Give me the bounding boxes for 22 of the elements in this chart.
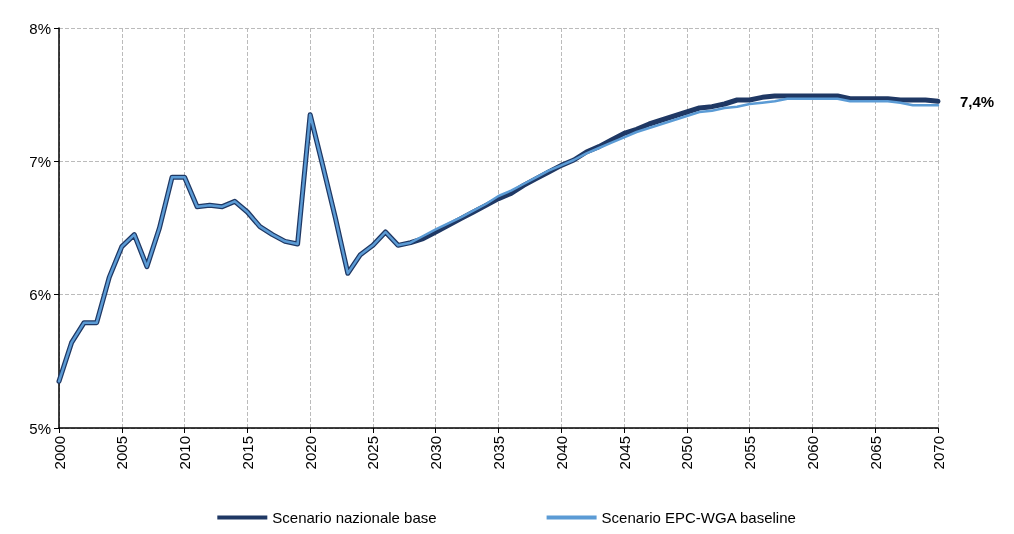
x-tick-label: 2005 — [113, 436, 131, 470]
x-tick-label: 2000 — [50, 436, 68, 470]
x-tick-label: 2065 — [866, 436, 884, 470]
x-tick-label: 2035 — [490, 436, 507, 470]
x-tick-label: 2060 — [803, 436, 821, 470]
x-tick-label: 2045 — [615, 436, 633, 470]
y-tick-label: 8% — [29, 19, 51, 37]
y-tick-label: 5% — [29, 419, 51, 437]
x-tick-label: 2025 — [364, 436, 382, 470]
x-tick-label: 2020 — [301, 436, 319, 470]
x-tick-label: 2030 — [427, 436, 445, 470]
x-tick-label: 2055 — [741, 436, 759, 470]
y-tick-label: 6% — [29, 286, 51, 304]
y-tick-label: 7% — [29, 152, 51, 170]
legend-label: Scenario EPC-WGA baseline — [601, 509, 796, 526]
x-tick-label: 2050 — [678, 436, 696, 470]
legend-label: Scenario nazionale base — [272, 509, 437, 526]
x-tick-label: 2070 — [929, 436, 947, 470]
x-tick-label: 2040 — [552, 436, 570, 470]
x-tick-label: 2015 — [238, 436, 256, 470]
x-tick-label: 2010 — [176, 436, 194, 470]
annotation: 7,4% — [960, 92, 995, 110]
